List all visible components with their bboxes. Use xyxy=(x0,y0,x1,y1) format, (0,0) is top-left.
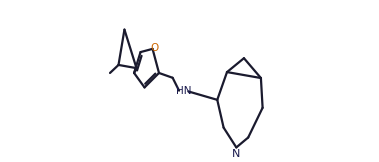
Text: O: O xyxy=(151,43,159,53)
Text: HN: HN xyxy=(176,87,191,96)
Text: N: N xyxy=(232,149,241,159)
